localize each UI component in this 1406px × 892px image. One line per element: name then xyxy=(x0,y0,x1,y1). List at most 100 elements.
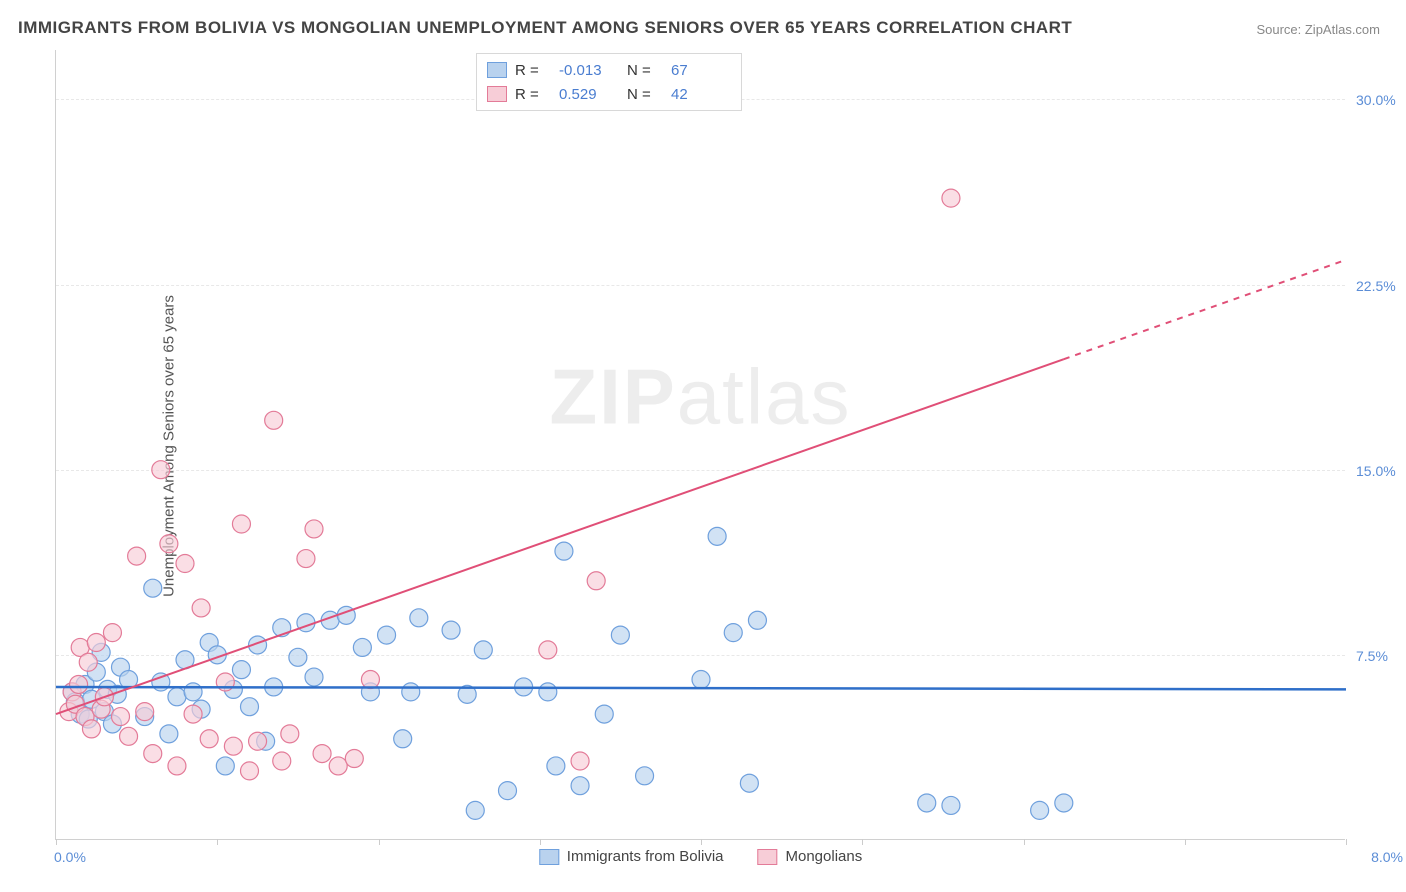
legend-N-value: 42 xyxy=(671,86,731,103)
legend-swatch xyxy=(487,86,507,102)
data-point xyxy=(1031,801,1049,819)
data-point xyxy=(152,461,170,479)
legend-swatch xyxy=(539,849,559,865)
data-point xyxy=(305,520,323,538)
x-origin-label: 0.0% xyxy=(54,849,86,865)
regression-line-dashed xyxy=(1064,260,1346,359)
data-point xyxy=(353,638,371,656)
source-attribution: Source: ZipAtlas.com xyxy=(1256,22,1380,37)
legend-swatch xyxy=(487,62,507,78)
data-point xyxy=(724,624,742,642)
data-point xyxy=(571,752,589,770)
data-point xyxy=(539,641,557,659)
plot-area: ZIPatlas 7.5%15.0%22.5%30.0% R =-0.013N … xyxy=(55,50,1345,840)
y-tick-label: 7.5% xyxy=(1356,648,1388,664)
data-point xyxy=(128,547,146,565)
data-point xyxy=(499,782,517,800)
data-point xyxy=(265,411,283,429)
scatter-chart xyxy=(56,50,1346,840)
data-point xyxy=(232,661,250,679)
legend-R-value: -0.013 xyxy=(559,62,619,79)
data-point xyxy=(539,683,557,701)
data-point xyxy=(297,550,315,568)
y-tick-label: 30.0% xyxy=(1356,92,1396,108)
data-point xyxy=(547,757,565,775)
data-point xyxy=(289,648,307,666)
series-legend: Immigrants from Bolivia Mongolians xyxy=(539,848,862,865)
data-point xyxy=(708,527,726,545)
data-point xyxy=(184,683,202,701)
data-point xyxy=(241,762,259,780)
data-point xyxy=(740,774,758,792)
legend-N-label: N = xyxy=(627,86,663,103)
x-tick xyxy=(1346,839,1347,845)
data-point xyxy=(636,767,654,785)
data-point xyxy=(70,675,88,693)
legend-R-label: R = xyxy=(515,86,551,103)
y-tick-label: 15.0% xyxy=(1356,463,1396,479)
source-prefix: Source: xyxy=(1256,22,1304,37)
legend-R-label: R = xyxy=(515,62,551,79)
data-point xyxy=(1055,794,1073,812)
legend-R-value: 0.529 xyxy=(559,86,619,103)
legend-item: Mongolians xyxy=(757,848,862,865)
correlation-legend: R = -0.013 N = 67 R = 0.529 N = 42 xyxy=(476,53,742,111)
data-point xyxy=(361,671,379,689)
data-point xyxy=(587,572,605,590)
legend-item: Immigrants from Bolivia xyxy=(539,848,724,865)
data-point xyxy=(474,641,492,659)
data-point xyxy=(168,688,186,706)
data-point xyxy=(120,727,138,745)
data-point xyxy=(313,745,331,763)
data-point xyxy=(87,634,105,652)
data-point xyxy=(595,705,613,723)
data-point xyxy=(402,683,420,701)
data-point xyxy=(466,801,484,819)
data-point xyxy=(918,794,936,812)
data-point xyxy=(232,515,250,533)
data-point xyxy=(273,752,291,770)
data-point xyxy=(942,189,960,207)
regression-line xyxy=(56,687,1346,689)
data-point xyxy=(442,621,460,639)
data-point xyxy=(82,720,100,738)
chart-title: IMMIGRANTS FROM BOLIVIA VS MONGOLIAN UNE… xyxy=(18,18,1072,38)
data-point xyxy=(160,535,178,553)
data-point xyxy=(144,579,162,597)
data-point xyxy=(192,599,210,617)
legend-label: Immigrants from Bolivia xyxy=(567,848,724,865)
data-point xyxy=(345,750,363,768)
legend-swatch xyxy=(757,849,777,865)
data-point xyxy=(224,737,242,755)
data-point xyxy=(241,698,259,716)
data-point xyxy=(200,730,218,748)
data-point xyxy=(160,725,178,743)
data-point xyxy=(942,796,960,814)
data-point xyxy=(329,757,347,775)
data-point xyxy=(176,555,194,573)
data-point xyxy=(555,542,573,560)
x-end-label: 8.0% xyxy=(1371,849,1403,865)
data-point xyxy=(144,745,162,763)
legend-label: Mongolians xyxy=(785,848,862,865)
data-point xyxy=(571,777,589,795)
data-point xyxy=(103,624,121,642)
data-point xyxy=(79,653,97,671)
legend-N-value: 67 xyxy=(671,62,731,79)
data-point xyxy=(184,705,202,723)
y-tick-label: 22.5% xyxy=(1356,278,1396,294)
legend-row: R = -0.013 N = 67 xyxy=(487,58,731,82)
data-point xyxy=(611,626,629,644)
legend-N-label: N = xyxy=(627,62,663,79)
data-point xyxy=(378,626,396,644)
data-point xyxy=(249,732,267,750)
data-point xyxy=(748,611,766,629)
data-point xyxy=(136,703,154,721)
data-point xyxy=(168,757,186,775)
data-point xyxy=(305,668,323,686)
source-name: ZipAtlas.com xyxy=(1305,22,1380,37)
data-point xyxy=(112,708,130,726)
data-point xyxy=(410,609,428,627)
data-point xyxy=(216,757,234,775)
data-point xyxy=(281,725,299,743)
